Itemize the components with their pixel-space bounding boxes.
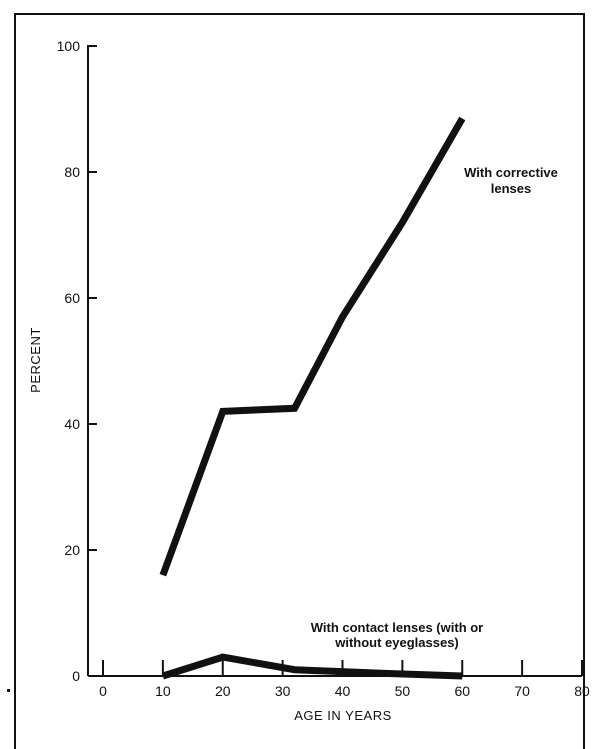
y-tick-label: 100: [57, 38, 81, 54]
series-line-corrective-lenses: [159, 116, 466, 577]
x-tick-label: 40: [335, 683, 351, 699]
series-lines: [159, 116, 466, 680]
x-tick-label: 80: [574, 683, 590, 699]
series-line-contact-lenses: [161, 653, 463, 680]
x-tick-label: 10: [155, 683, 171, 699]
x-tick-label: 50: [395, 683, 411, 699]
x-tick-label: 60: [454, 683, 470, 699]
series-label-line: With contact lenses (with or: [311, 620, 484, 635]
x-tick-label: 20: [215, 683, 231, 699]
y-axis-title: PERCENT: [28, 327, 43, 393]
x-tick-label: 0: [99, 683, 107, 699]
x-tick-label: 30: [275, 683, 291, 699]
x-tick-label: 70: [514, 683, 530, 699]
stray-dot: [7, 689, 10, 692]
axes: [87, 45, 582, 677]
series-label-line: without eyeglasses): [334, 635, 459, 650]
y-tick-label: 60: [64, 290, 80, 306]
y-tick-label: 80: [64, 164, 80, 180]
series-label-line: lenses: [491, 181, 531, 196]
series-label-line: With corrective: [464, 165, 558, 180]
x-axis-ticks: 0 10 20 30 40 50 60 70 80: [99, 660, 590, 699]
figure-frame: [14, 13, 585, 749]
y-tick-label: 0: [72, 668, 80, 684]
y-tick-label: 20: [64, 542, 80, 558]
y-axis-ticks: 0 20 40 60 80 100: [57, 38, 97, 684]
x-axis-title: AGE IN YEARS: [294, 708, 392, 723]
y-tick-label: 40: [64, 416, 80, 432]
